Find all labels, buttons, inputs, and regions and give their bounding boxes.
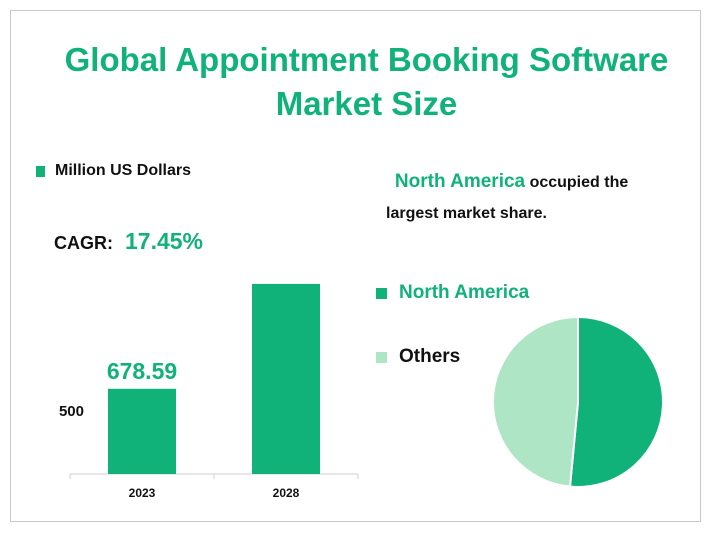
chart-title: Global Appointment Booking Software Mark… [10, 38, 713, 126]
bar-2023 [108, 388, 176, 474]
pie-slice-north-america [568, 315, 664, 488]
cagr-label: CAGR: [54, 233, 113, 253]
pie-legend-label-1: Others [399, 346, 461, 367]
pie-slice-others [492, 315, 579, 488]
pie-legend-swatch-0 [376, 287, 387, 299]
pie-legend-label-0: North America [399, 282, 530, 303]
cagr-value: 17.45% [125, 228, 204, 254]
pie-legend-item: North America [376, 282, 529, 304]
note-text-line-2: largest market share. [386, 205, 547, 222]
title-line-1: Global Appointment Booking Software [64, 41, 669, 78]
units-legend-swatch [36, 165, 45, 177]
x-tick-label: 2028 [273, 486, 300, 500]
y-tick-label: 500 [59, 403, 84, 420]
cagr: CAGR: 17.45% [54, 228, 203, 255]
title-line-2: Market Size [275, 85, 458, 122]
units-legend: Million US Dollars [36, 162, 191, 180]
note-highlight: North America [394, 171, 526, 192]
bar-2028 [252, 283, 320, 474]
units-legend-label: Million US Dollars [55, 162, 192, 179]
note-text-line-1: occupied the [529, 174, 629, 191]
pie-legend-swatch-1 [376, 351, 387, 363]
x-tick-label: 2023 [129, 486, 156, 500]
market-share-note: North America occupied the largest marke… [386, 166, 676, 229]
bar-data-label: 678.59 [107, 358, 177, 384]
pie-legend-item: Others [376, 346, 460, 368]
chart-frame [10, 10, 701, 522]
